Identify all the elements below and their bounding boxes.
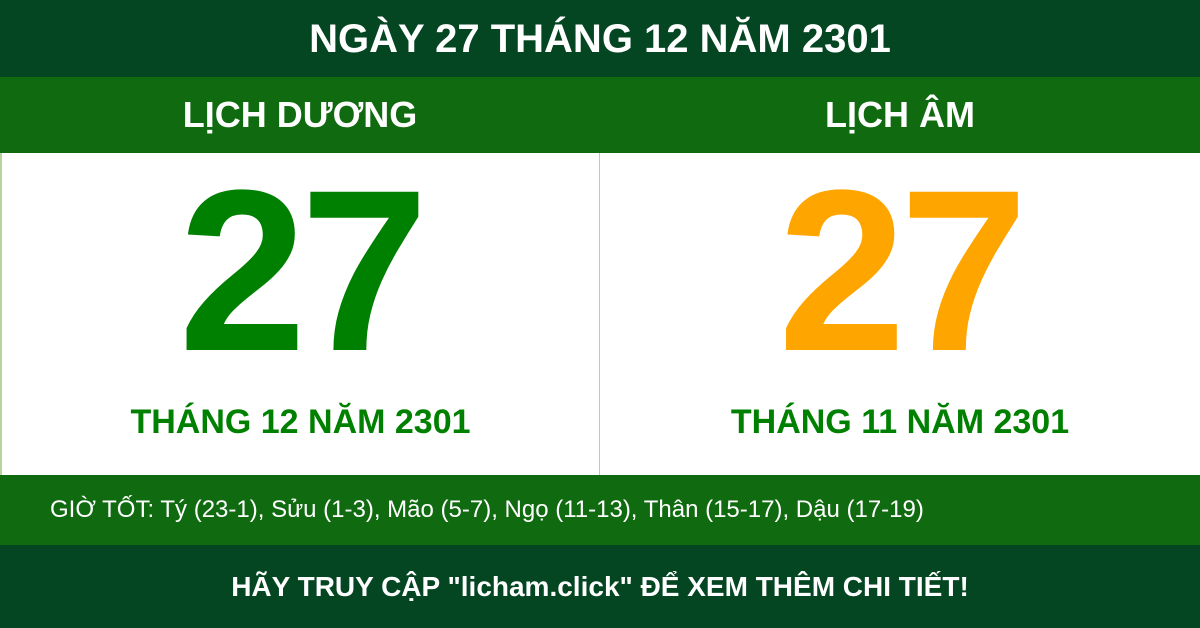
page-title: NGÀY 27 THÁNG 12 NĂM 2301 [0,0,1200,77]
lunar-day: 27 [778,142,1028,399]
calendar-body: 27 THÁNG 12 NĂM 2301 27 THÁNG 11 NĂM 230… [0,153,1200,475]
lunar-header: LỊCH ÂM [825,94,975,135]
solar-column: 27 THÁNG 12 NĂM 2301 [0,153,600,475]
calendar-headers: LỊCH DƯƠNG LỊCH ÂM [0,77,1200,153]
footer-cta: HÃY TRUY CẬP "licham.click" ĐỂ XEM THÊM … [0,545,1200,628]
solar-day: 27 [178,142,429,399]
solar-header: LỊCH DƯƠNG [182,94,418,135]
good-hours: GIỜ TỐT: Tý (23-1), Sửu (1-3), Mão (5-7)… [0,475,1200,545]
lunar-month-year: THÁNG 11 NĂM 2301 [730,403,1070,441]
lunar-column: 27 THÁNG 11 NĂM 2301 [600,153,1200,475]
solar-month-year: THÁNG 12 NĂM 2301 [130,403,471,441]
